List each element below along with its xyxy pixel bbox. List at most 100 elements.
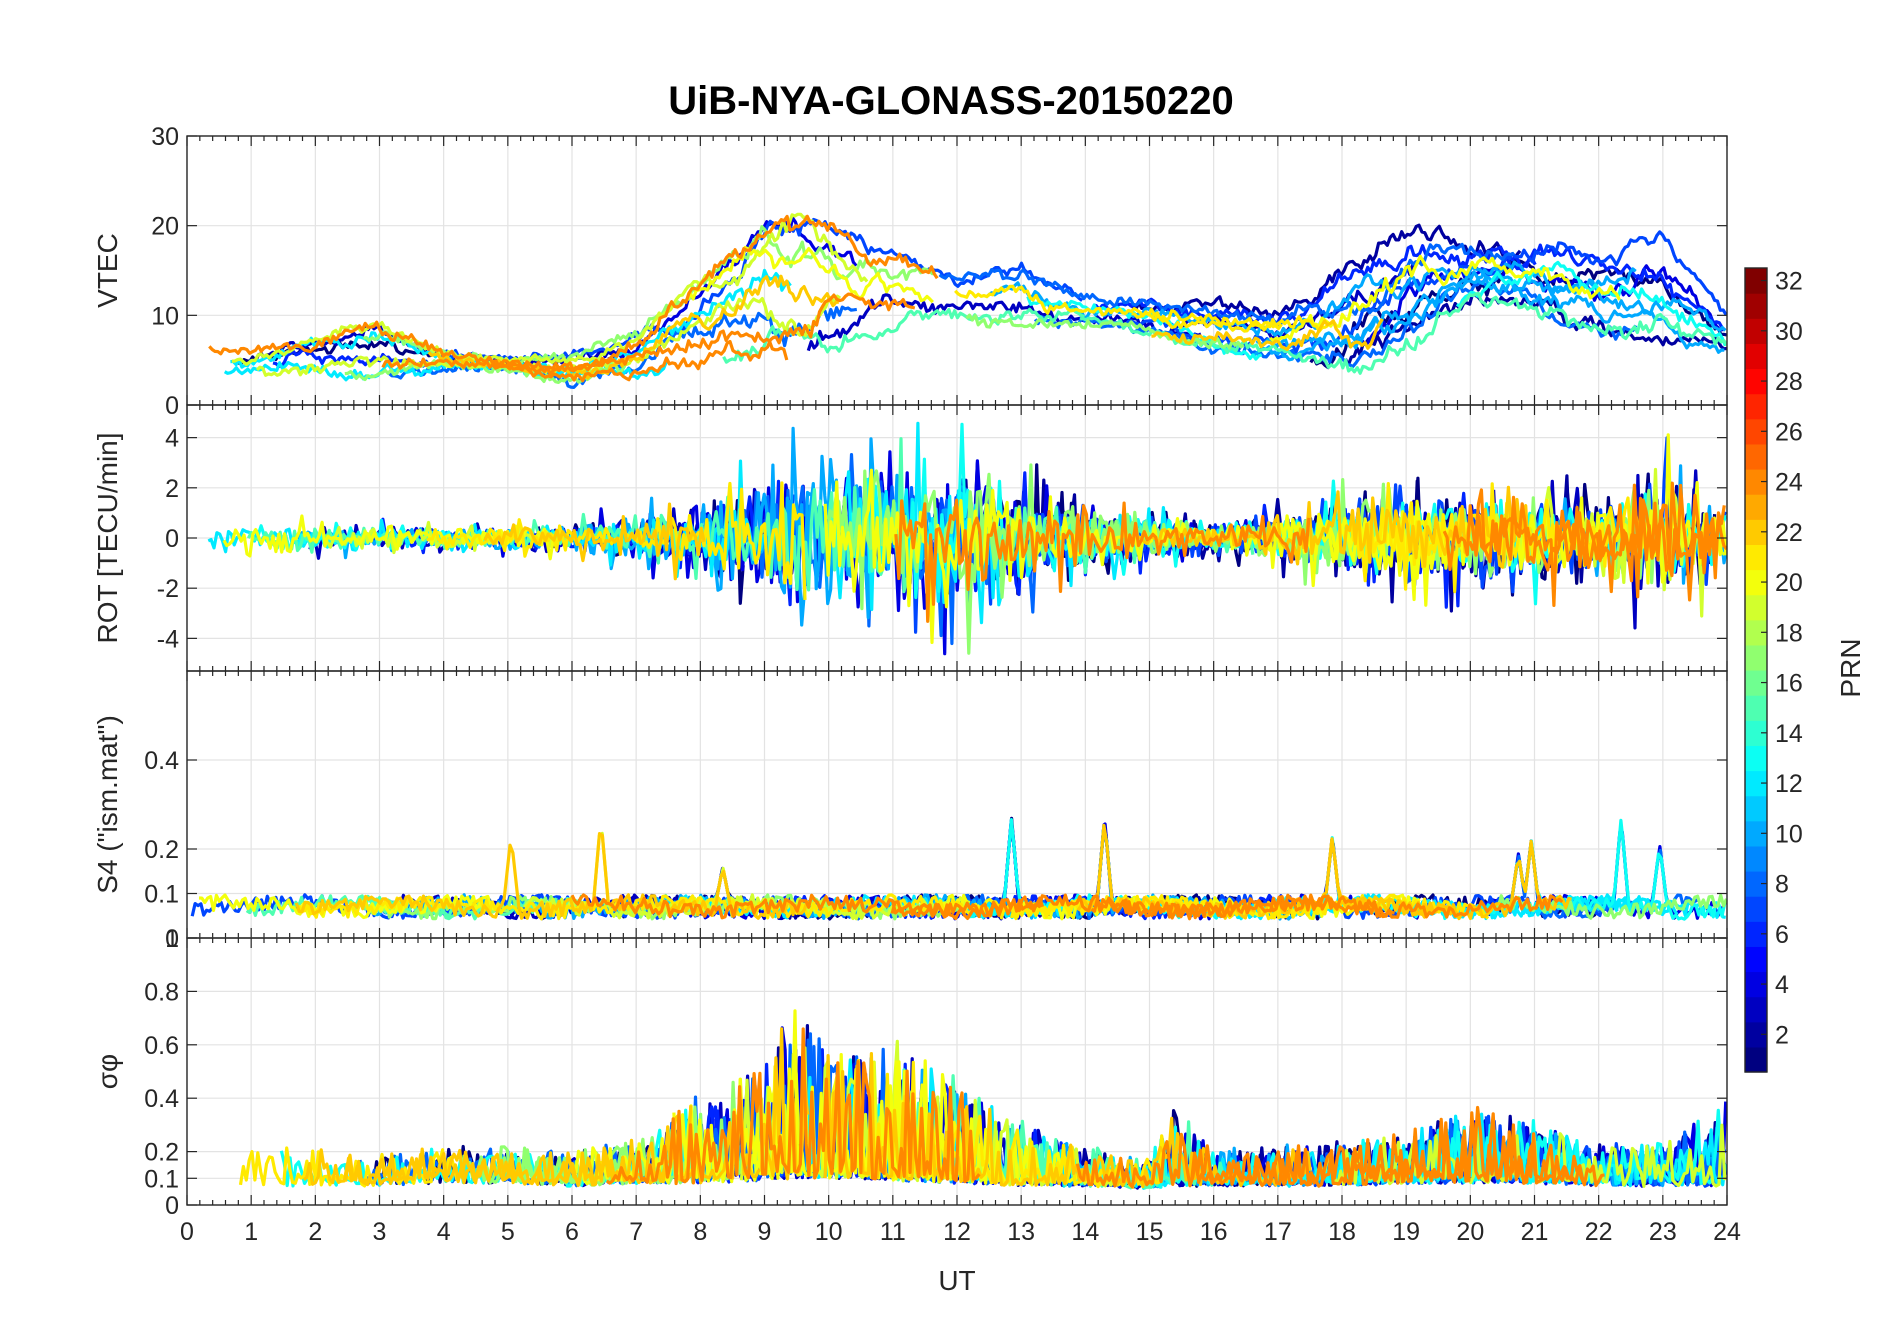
colorbar-bin (1745, 569, 1767, 596)
series-line-prn-24 (890, 893, 1395, 921)
colorbar-bin (1745, 946, 1767, 973)
y-axis-label-sigma_phi: σφ (92, 1054, 123, 1089)
x-tick-label: 13 (1007, 1218, 1035, 1246)
series-line-prn-17 (344, 359, 627, 384)
series-line-prn-3 (806, 293, 1202, 352)
x-tick-labels: 0 1 2 3 4 5 6 7 8 9 10 11 12 13 14 15 16 17 18 19 20 21 22 23 24 (180, 1218, 1741, 1246)
colorbar-bin (1745, 544, 1767, 571)
series-line-prn-10 (1255, 266, 1725, 354)
colorbar-bin (1745, 996, 1767, 1023)
y-tick-label: 0.6 (144, 1032, 179, 1060)
colorbar-tick-label: 6 (1775, 921, 1789, 949)
y-tick-label: 0.4 (144, 1085, 179, 1113)
colorbar-label: PRN (1835, 638, 1866, 697)
y-tick-label: 1 (165, 925, 179, 953)
x-tick-label: 4 (437, 1218, 451, 1246)
series-line-prn-17 (965, 313, 1245, 350)
x-tick-label: 1 (244, 1218, 258, 1246)
y-tick-label: 10 (151, 302, 179, 330)
series-group (190, 816, 1727, 921)
series-line-prn-24 (493, 292, 916, 383)
series-line-prn-7 (1124, 230, 1727, 354)
colorbar-tick-label: 22 (1775, 519, 1803, 547)
panel-rot: -4 -2 0 2 4 ROT [TECU/min] (92, 404, 1728, 672)
colorbar-bin (1745, 720, 1767, 746)
colorbar-tick-label: 32 (1775, 268, 1803, 296)
series-line-prn-24 (381, 214, 939, 376)
series-line-prn-22 (294, 832, 809, 920)
y-tick-label: 4 (165, 425, 179, 453)
colorbar-frame (1744, 267, 1768, 1073)
series-line-prn-20 (685, 245, 934, 304)
x-tick-label: 3 (373, 1218, 387, 1246)
chart-title: UiB-NYA-GLONASS-20150220 (668, 79, 1233, 123)
series-group (208, 212, 1727, 389)
x-tick-label: 17 (1264, 1218, 1292, 1246)
y-tick-label: 0.1 (144, 881, 179, 909)
colorbar-tick-label: 20 (1775, 569, 1803, 597)
series-group (207, 421, 1727, 656)
colorbar-tick-label: 18 (1775, 619, 1803, 647)
colorbar-tick-label: 12 (1775, 770, 1803, 798)
colorbar-bin (1745, 418, 1767, 445)
colorbar-bin (1745, 695, 1767, 721)
colorbar-bin (1745, 921, 1767, 947)
colorbar-bin (1745, 795, 1767, 822)
y-tick-label: 0.1 (144, 1165, 179, 1193)
series-line-prn-22 (483, 502, 706, 581)
colorbar-bin (1745, 871, 1767, 897)
x-tick-label: 5 (501, 1218, 515, 1246)
colorbar-tick-label: 2 (1775, 1021, 1789, 1049)
colorbar-bin (1745, 896, 1767, 922)
x-tick-label: 6 (565, 1218, 579, 1246)
colorbar-bin (1745, 318, 1767, 344)
x-tick-label: 18 (1328, 1218, 1356, 1246)
panel-ticks: 0 10 20 30 (151, 123, 1728, 420)
x-tick-label: 21 (1521, 1218, 1549, 1246)
series-group (238, 1009, 1727, 1190)
y-tick-label: -4 (157, 625, 179, 653)
colorbar-bin (1745, 268, 1767, 294)
y-tick-label: 0 (165, 925, 179, 953)
y-tick-label: 0.8 (144, 978, 179, 1006)
y-axis-label-vtec: VTEC (92, 233, 123, 308)
colorbar-bin (1745, 519, 1767, 545)
series-line-prn-24 (1090, 893, 1564, 919)
x-axis-label: UT (938, 1265, 975, 1296)
series-line-prn-21 (1131, 311, 1329, 333)
colorbar-tick-label: 16 (1775, 670, 1803, 698)
x-tick-label: 20 (1456, 1218, 1484, 1246)
x-tick-label: 19 (1392, 1218, 1420, 1246)
x-tick-label: 14 (1071, 1218, 1099, 1246)
series-line-prn-13 (1455, 260, 1727, 347)
x-tick-label: 7 (629, 1218, 643, 1246)
colorbar-tick-label: 30 (1775, 318, 1803, 346)
colorbar-bin (1745, 494, 1767, 520)
x-tick-label: 15 (1136, 1218, 1164, 1246)
colorbar-bin (1745, 971, 1767, 998)
colorbar-bin (1745, 343, 1767, 370)
x-tick-label: 11 (880, 1218, 906, 1246)
x-tick-label: 23 (1649, 1218, 1677, 1246)
colorbar-bin (1745, 619, 1767, 646)
y-tick-label: 0 (165, 525, 179, 553)
series-line-prn-24 (894, 498, 1311, 623)
colorbar-tick-label: 28 (1775, 368, 1803, 396)
colorbar-tick-label: 8 (1775, 871, 1789, 899)
y-tick-label: 0.4 (144, 747, 179, 775)
y-tick-label: 0.2 (144, 1139, 179, 1167)
colorbar-tick-label: 4 (1775, 971, 1789, 999)
panel-s4: 0 0.1 0.2 0.4 S4 ("ism.mat") (92, 670, 1728, 953)
y-tick-label: 0 (165, 392, 179, 420)
y-tick-label: 0.2 (144, 836, 179, 864)
y-tick-label: 30 (151, 123, 179, 151)
y-axis-label-rot: ROT [TECU/min] (92, 432, 123, 643)
series-line-prn-6 (1092, 244, 1537, 325)
series-line-prn-24 (1075, 1112, 1587, 1189)
colorbar-bin (1745, 443, 1767, 470)
y-tick-label: -2 (157, 575, 179, 603)
series-line-prn-22 (1151, 318, 1384, 352)
